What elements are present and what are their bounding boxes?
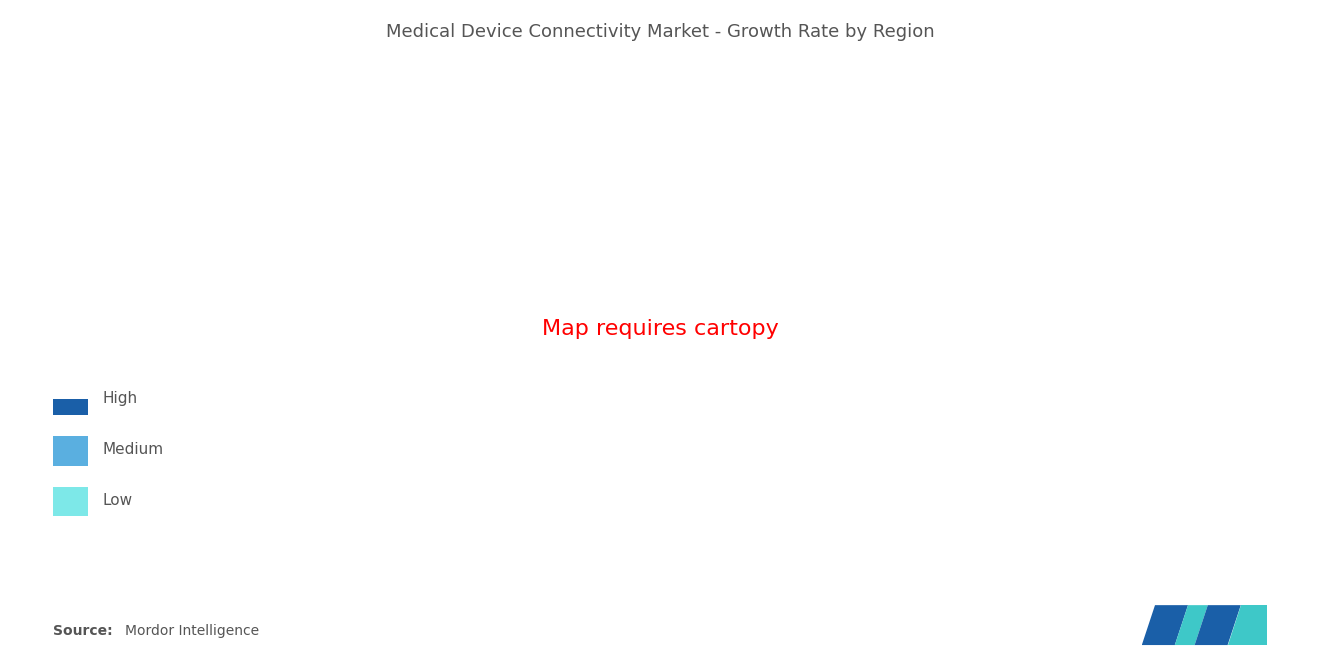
FancyBboxPatch shape (53, 386, 88, 415)
Text: Map requires cartopy: Map requires cartopy (541, 319, 779, 339)
Text: Low: Low (103, 493, 132, 507)
FancyBboxPatch shape (53, 487, 88, 516)
Text: Mordor Intelligence: Mordor Intelligence (125, 624, 260, 638)
Polygon shape (1228, 605, 1267, 645)
Text: Medical Device Connectivity Market - Growth Rate by Region: Medical Device Connectivity Market - Gro… (385, 23, 935, 41)
Text: Source:: Source: (53, 624, 112, 638)
Polygon shape (1195, 605, 1241, 645)
Text: High: High (103, 392, 137, 406)
Polygon shape (1175, 605, 1208, 645)
Text: Medium: Medium (103, 442, 164, 457)
Polygon shape (1142, 605, 1188, 645)
FancyBboxPatch shape (53, 436, 88, 465)
